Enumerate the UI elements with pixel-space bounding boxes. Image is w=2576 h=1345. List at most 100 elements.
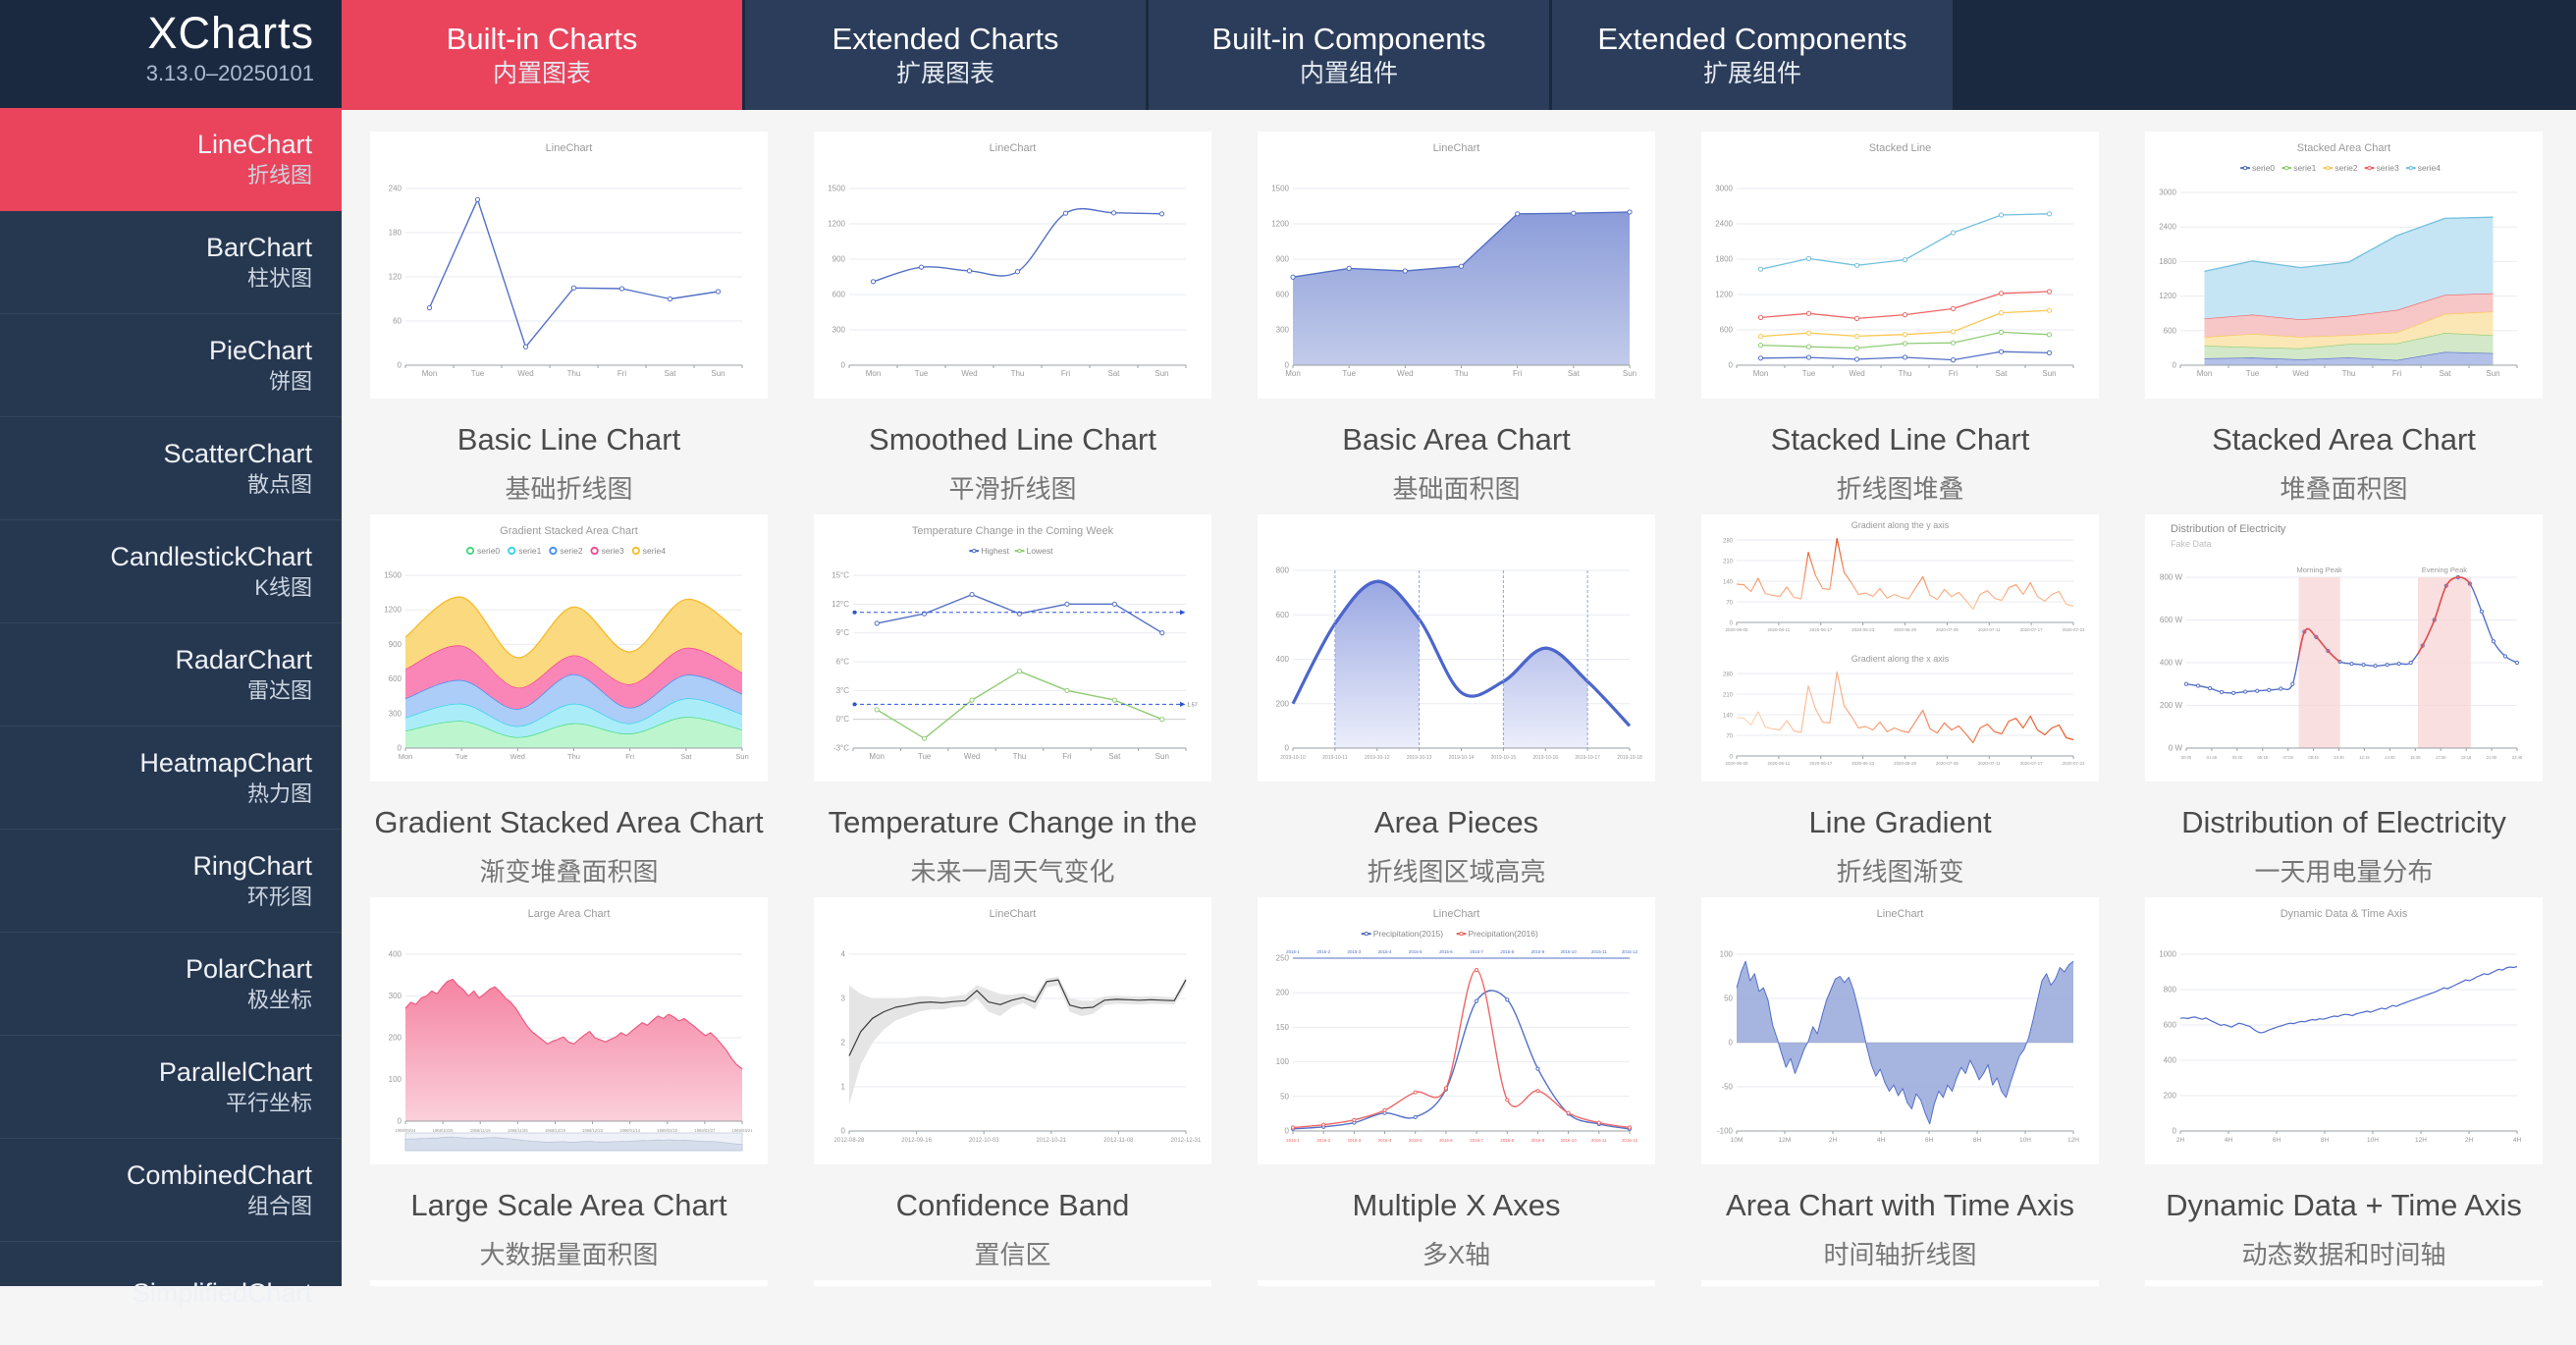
svg-text:1968/11/19: 1968/11/19 <box>470 1128 491 1133</box>
svg-text:Tue: Tue <box>915 369 929 378</box>
svg-text:1968/12/23: 1968/12/23 <box>582 1128 604 1133</box>
chart-card-subtitle: 多X轴 <box>1422 1240 1491 1269</box>
sidebar-item-label-en: ParallelChart <box>158 1057 312 1087</box>
chart-card-placeholder[interactable] <box>370 1280 768 1286</box>
sidebar-item-piechart[interactable]: PieChart 饼图 <box>0 314 342 417</box>
chart-card-subtitle: 折线图渐变 <box>1836 857 1964 887</box>
svg-text:900: 900 <box>389 640 402 649</box>
chart-card-stacked-area-chart[interactable]: Stacked Area Chart serie0 serie1 serie2 seri… <box>2145 132 2543 514</box>
chart-card-multiple-x-axes[interactable]: LineChart Precipitation(2015) Precipitatio… <box>1258 897 1655 1280</box>
svg-text:Sun: Sun <box>735 752 748 761</box>
sidebar-item-scatterchart[interactable]: ScatterChart 散点图 <box>0 417 342 520</box>
chart-card-basic-line-chart[interactable]: LineChart 0 60 120 180 240 Mon Tue Wed Thu Fri Sat S… <box>370 132 768 514</box>
sidebar-item-label-en: RingChart <box>192 851 312 881</box>
chart-card-basic-area-chart[interactable]: LineChart 0 300 600 900 1200 1500 Mon Tue Wed Thu F… <box>1258 132 1655 514</box>
chart-card-line-gradient[interactable]: Gradient along the y axis 0 70 140 210 280 202… <box>1701 514 2099 897</box>
svg-text:Thu: Thu <box>1899 369 1912 378</box>
svg-text:300: 300 <box>832 326 846 335</box>
svg-text:21:00: 21:00 <box>2487 755 2497 760</box>
svg-text:Thu: Thu <box>1013 752 1027 761</box>
svg-text:LineChart: LineChart <box>1877 908 1924 920</box>
chart-card-smoothed-line-chart[interactable]: LineChart 0 300 600 900 1200 1500 Mon Tue Wed Thu F… <box>814 132 1211 514</box>
chart-card-stacked-line-chart[interactable]: Stacked Line 0 600 1200 1800 2400 3000 Mon Tue We… <box>1701 132 2099 514</box>
svg-text:50: 50 <box>1724 995 1733 1003</box>
svg-text:Fri: Fri <box>625 752 634 761</box>
svg-text:05:15: 05:15 <box>2258 755 2269 760</box>
tab-label-en: Built-in Components <box>1211 22 1486 56</box>
sidebar-item-barchart[interactable]: BarChart 柱状图 <box>0 211 342 314</box>
svg-text:Distribution of Electricity: Distribution of Electricity <box>2171 523 2286 535</box>
svg-text:600: 600 <box>389 674 402 683</box>
svg-text:Mon: Mon <box>1285 369 1301 378</box>
svg-text:15:45: 15:45 <box>2410 755 2421 760</box>
svg-text:2012-12-31: 2012-12-31 <box>1171 1138 1202 1144</box>
svg-text:Precipitation(2016): Precipitation(2016) <box>1469 929 1539 939</box>
chart-card-placeholder[interactable] <box>1258 1280 1655 1286</box>
sidebar-item-label-en: CandlestickChart <box>110 542 312 571</box>
svg-text:1969/02/27: 1969/02/27 <box>694 1128 716 1133</box>
sidebar-item-simplifiedchart[interactable]: SimplifiedChart <box>0 1242 342 1345</box>
tab-extended-components[interactable]: Extended Components 扩展组件 <box>1552 0 1953 110</box>
chart-card-large-scale-area-chart[interactable]: Large Area Chart 0 100 200 300 400 1968/09/24 1… <box>370 897 768 1280</box>
svg-text:2019-10-11: 2019-10-11 <box>1322 755 1347 761</box>
svg-text:0: 0 <box>398 361 402 370</box>
svg-text:Large Area Chart: Large Area Chart <box>528 908 611 920</box>
svg-text:200: 200 <box>2164 1092 2177 1101</box>
svg-text:200: 200 <box>389 1034 402 1043</box>
chart-card-placeholder[interactable] <box>2145 1280 2543 1286</box>
sidebar-item-parallelchart[interactable]: ParallelChart 平行坐标 <box>0 1036 342 1139</box>
svg-text:400: 400 <box>389 950 402 959</box>
svg-text:0: 0 <box>841 361 846 370</box>
sidebar-item-label-zh: K线图 <box>254 575 312 600</box>
svg-text:2H: 2H <box>2176 1137 2185 1144</box>
svg-text:600: 600 <box>832 291 846 299</box>
svg-text:2016-1: 2016-1 <box>1286 1138 1300 1143</box>
svg-text:0: 0 <box>2173 1127 2177 1136</box>
svg-text:2019-10-10: 2019-10-10 <box>1280 755 1306 761</box>
chart-card-gradient-stacked-area-chart[interactable]: Gradient Stacked Area Chart serie0 serie1 s… <box>370 514 768 897</box>
chart-thumbnail <box>370 1280 768 1286</box>
sidebar-item-ringchart[interactable]: RingChart 环形图 <box>0 830 342 933</box>
chart-card-subtitle: 折线图区域高亮 <box>1367 857 1546 887</box>
chart-card-distribution-of-electricity[interactable]: Distribution of Electricity Fake Data 0 W 2… <box>2145 514 2543 897</box>
top-tab-bar: Built-in Charts 内置图表 Extended Charts 扩展图… <box>342 0 2576 110</box>
tab-built-in-components[interactable]: Built-in Components 内置组件 <box>1149 0 1549 110</box>
svg-text:2015-4: 2015-4 <box>1378 949 1392 954</box>
sidebar-item-polarchart[interactable]: PolarChart 极坐标 <box>0 933 342 1036</box>
svg-text:1200: 1200 <box>1271 220 1289 229</box>
svg-text:2020-07-23: 2020-07-23 <box>2062 627 2085 632</box>
svg-text:2016-7: 2016-7 <box>1470 1138 1483 1143</box>
chart-thumbnail: Dynamic Data & Time Axis 0 200 400 600 800 100… <box>2145 897 2543 1164</box>
svg-text:2: 2 <box>841 1039 846 1048</box>
svg-text:0: 0 <box>2173 361 2177 370</box>
svg-text:0°C: 0°C <box>836 715 850 724</box>
tab-extended-charts[interactable]: Extended Charts 扩展图表 <box>745 0 1146 110</box>
sidebar-item-heatmapchart[interactable]: HeatmapChart 热力图 <box>0 726 342 830</box>
chart-thumbnail: Gradient along the y axis 0 70 140 210 280 202… <box>1701 514 2099 781</box>
sidebar-item-candlestickchart[interactable]: CandlestickChart K线图 <box>0 520 342 623</box>
svg-text:1968/10/25: 1968/10/25 <box>433 1128 455 1133</box>
sidebar-item-combinedchart[interactable]: CombinedChart 组合图 <box>0 1139 342 1242</box>
chart-card-confidence-band[interactable]: LineChart 0 1 2 3 4 2012-08-28 2012-09-16 2012-1… <box>814 897 1211 1280</box>
chart-card-dynamic-data-time-axis[interactable]: Dynamic Data & Time Axis 0 200 400 600 800 100… <box>2145 897 2543 1280</box>
svg-text:2016-5: 2016-5 <box>1409 1138 1422 1143</box>
svg-text:00:00: 00:00 <box>2181 755 2192 760</box>
chart-card-area-chart-with-time-axis[interactable]: LineChart -100 -50 0 50 100 10M 12M 2H 4H 6H 8H 10H 1… <box>1701 897 2099 1280</box>
chart-card-placeholder[interactable] <box>814 1280 1211 1286</box>
chart-card-area-pieces[interactable]: 0 200 400 600 800 2019-10-10 2019-10-11 2019-10… <box>1258 514 1655 897</box>
chart-card-placeholder[interactable] <box>1701 1280 2099 1286</box>
svg-text:Mon: Mon <box>422 369 438 378</box>
svg-text:0: 0 <box>1729 1039 1734 1048</box>
sidebar-item-radarchart[interactable]: RadarChart 雷达图 <box>0 623 342 726</box>
tab-built-in-charts[interactable]: Built-in Charts 内置图表 <box>342 0 742 110</box>
svg-text:Fri: Fri <box>617 369 627 378</box>
chart-card-title: Smoothed Line Chart <box>869 422 1156 457</box>
chart-card-temperature-change-in-the[interactable]: Temperature Change in the Coming Week Hig… <box>814 514 1211 897</box>
chart-card-title: Basic Line Chart <box>456 422 681 457</box>
sidebar-item-linechart[interactable]: LineChart 折线图 <box>0 108 342 211</box>
chart-thumbnail: LineChart 0 1 2 3 4 2012-08-28 2012-09-16 2012-1… <box>814 897 1211 1164</box>
svg-text:Sat: Sat <box>1108 752 1121 761</box>
chart-card-title: Line Gradient <box>1808 805 1992 839</box>
svg-text:600: 600 <box>1720 326 1734 335</box>
svg-text:Mon: Mon <box>2197 369 2213 378</box>
